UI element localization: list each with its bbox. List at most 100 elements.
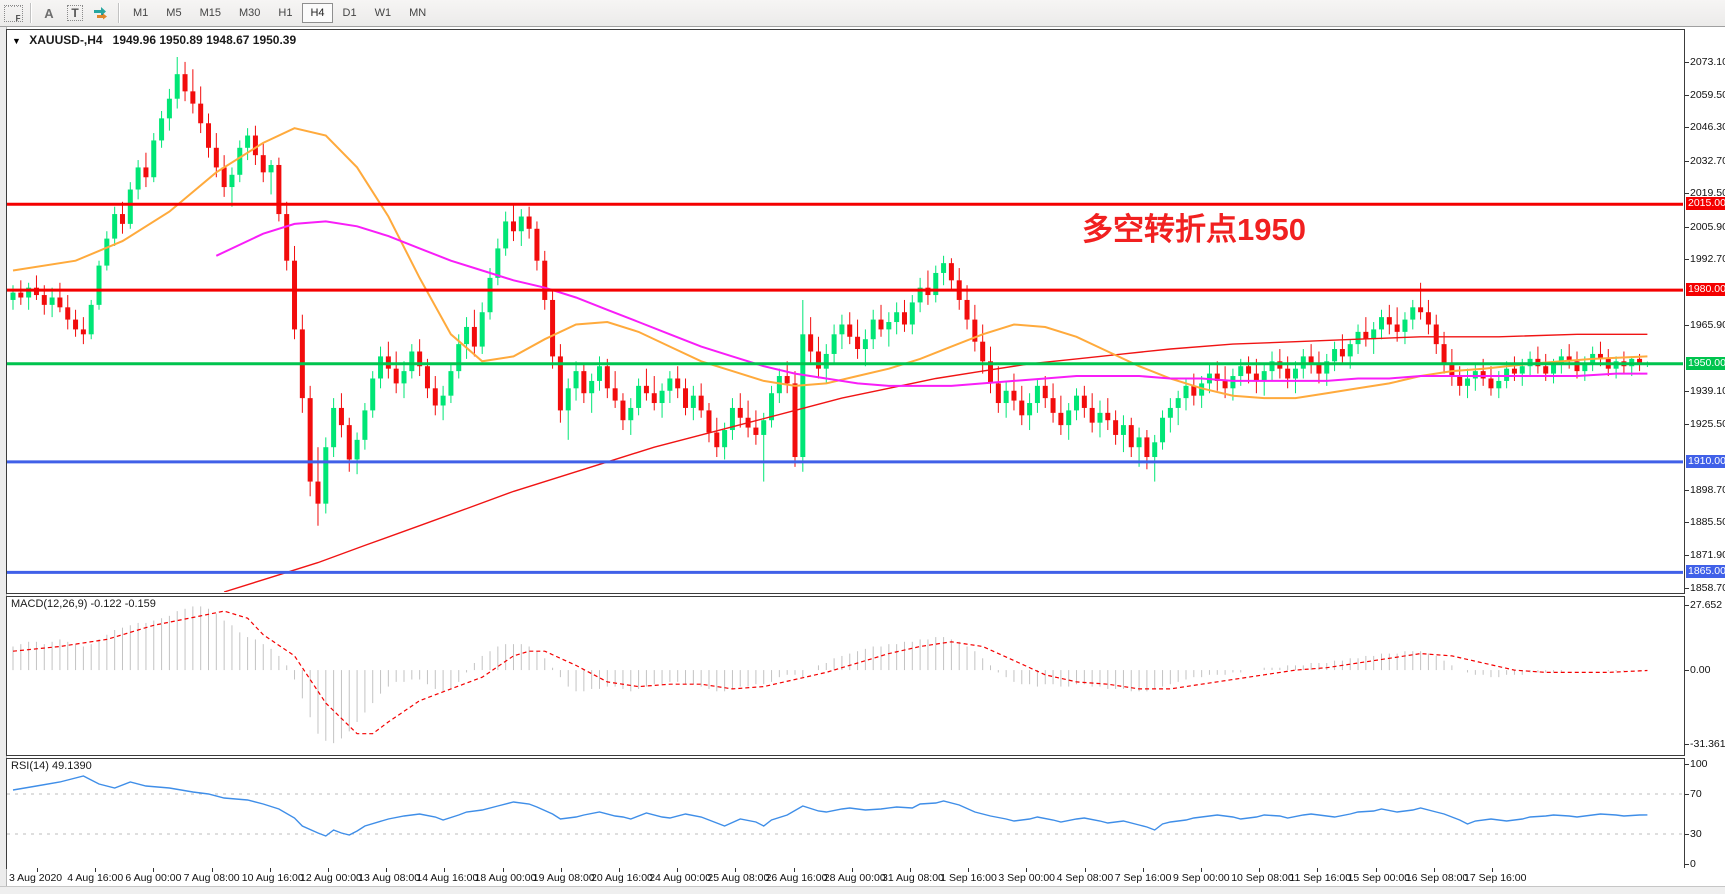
scale-tick-label: 2073.10 xyxy=(1690,56,1725,68)
candle-body xyxy=(503,221,509,249)
candle-body xyxy=(80,329,86,335)
scale-tick-label: 30 xyxy=(1690,828,1702,840)
time-axis[interactable]: 3 Aug 2020 4 Aug 16:00 6 Aug 00:00 7 Aug 08… xyxy=(7,868,1685,886)
font-tool-button[interactable]: A xyxy=(44,5,54,21)
candle-body xyxy=(886,322,892,330)
scale-tick xyxy=(1685,391,1689,392)
date-label: 10 Sep 08:00 xyxy=(1231,872,1294,884)
macd-panel[interactable] xyxy=(6,596,1685,756)
candle-body xyxy=(909,302,915,325)
scale-tick-label: 1898.70 xyxy=(1690,484,1725,496)
candle-body xyxy=(573,371,579,389)
candle-body xyxy=(73,319,79,330)
candle-body xyxy=(1292,368,1298,379)
candle-body xyxy=(659,390,665,404)
candle-body xyxy=(729,407,735,431)
candle-body xyxy=(127,189,133,224)
candle-body xyxy=(675,378,681,389)
scale-tick xyxy=(1685,744,1689,745)
tf-button-W1[interactable]: W1 xyxy=(374,7,392,19)
candle-body xyxy=(1066,410,1072,426)
tf-button-M30[interactable]: M30 xyxy=(238,7,261,19)
candle-body xyxy=(338,407,344,426)
tf-button-D1[interactable]: D1 xyxy=(342,7,357,19)
chart-shift-tool-button[interactable]: F xyxy=(1,2,25,24)
date-tick xyxy=(851,868,853,872)
scale-tick xyxy=(1685,555,1689,556)
date-label: 31 Aug 08:00 xyxy=(882,872,944,884)
candle-body xyxy=(1058,412,1064,426)
date-label: 7 Sep 16:00 xyxy=(1114,872,1172,884)
candle-body xyxy=(1011,390,1017,401)
date-tick xyxy=(386,868,388,872)
date-label: 24 Aug 00:00 xyxy=(649,872,712,884)
candle-body xyxy=(518,216,524,232)
candle-body xyxy=(143,167,149,178)
scale-tick-label: 2019.50 xyxy=(1690,187,1725,199)
date-label: 15 Sep 00:00 xyxy=(1347,872,1411,884)
price-scale[interactable]: 2073.10 2059.50 2046.30 2032.70 2019.50 2005.… xyxy=(1685,27,1725,870)
candle-body xyxy=(901,312,907,325)
scale-tick xyxy=(1685,424,1689,425)
main-chart-canvas[interactable] xyxy=(7,30,1683,592)
text-label-tool-button[interactable]: T xyxy=(63,2,87,24)
candle-body xyxy=(714,432,720,448)
candle-body xyxy=(557,356,563,411)
candle-body xyxy=(1253,373,1259,381)
arrows-icon xyxy=(94,7,107,20)
date-label: 3 Sep 00:00 xyxy=(998,872,1056,884)
candle-body xyxy=(948,263,954,281)
toolbar: F A T ▼ M1 M5 M15 M30 H1 H4 D1 W1 MN xyxy=(0,0,1725,27)
candle-body xyxy=(737,407,743,418)
candle-body xyxy=(1597,353,1603,359)
candle-body xyxy=(237,147,243,175)
rsi-canvas[interactable] xyxy=(7,759,1683,867)
candle-body xyxy=(1113,420,1119,435)
candle-body xyxy=(972,319,978,342)
candle-body xyxy=(878,319,884,330)
candle-body xyxy=(1316,363,1322,374)
date-tick xyxy=(968,868,970,872)
candle-body xyxy=(18,292,24,298)
candle-body xyxy=(182,74,188,92)
candle-body xyxy=(550,299,556,357)
tf-button-H4[interactable]: H4 xyxy=(302,3,333,23)
date-label: 18 Aug 00:00 xyxy=(474,872,537,884)
chart-title-symbol: XAUUSD-,H4 xyxy=(29,33,103,47)
objects-tool-button[interactable]: ▼ xyxy=(89,2,113,24)
candle-body xyxy=(706,410,712,433)
tf-button-MN[interactable]: MN xyxy=(409,7,427,19)
candle-body xyxy=(565,388,571,411)
candle-body xyxy=(245,135,251,148)
tf-button-M5[interactable]: M5 xyxy=(166,7,182,19)
candle-body xyxy=(1363,331,1369,340)
tf-button-H1[interactable]: H1 xyxy=(278,7,293,19)
price-level-tag-1910.00: 1910.00 xyxy=(1686,455,1725,468)
candle-body xyxy=(1433,324,1439,345)
candle-body xyxy=(440,395,446,406)
candle-body xyxy=(1543,366,1549,374)
candle-body xyxy=(354,439,360,460)
macd-canvas[interactable] xyxy=(7,597,1683,754)
candle-body xyxy=(362,410,368,440)
scale-tick-label: 1885.50 xyxy=(1690,516,1725,528)
macd-signal-line xyxy=(12,610,1648,735)
toolbar-separator xyxy=(118,3,120,23)
candle-body xyxy=(1191,385,1197,396)
scale-tick xyxy=(1685,764,1689,765)
candle-body xyxy=(1120,425,1126,435)
candle-body xyxy=(370,378,376,411)
scale-tick xyxy=(1685,62,1689,63)
candle-body xyxy=(119,214,125,224)
candle-body xyxy=(831,334,837,354)
tf-button-M1[interactable]: M1 xyxy=(133,7,149,19)
tf-button-M15[interactable]: M15 xyxy=(199,7,221,19)
candle-body xyxy=(1418,307,1424,313)
main-chart-panel[interactable] xyxy=(6,29,1685,594)
candle-body xyxy=(1144,437,1150,458)
candle-body xyxy=(964,299,970,320)
candle-body xyxy=(284,214,290,261)
date-label: 1 Sep 16:00 xyxy=(940,872,997,884)
collapse-triangle-icon[interactable]: ▼ xyxy=(12,36,21,46)
